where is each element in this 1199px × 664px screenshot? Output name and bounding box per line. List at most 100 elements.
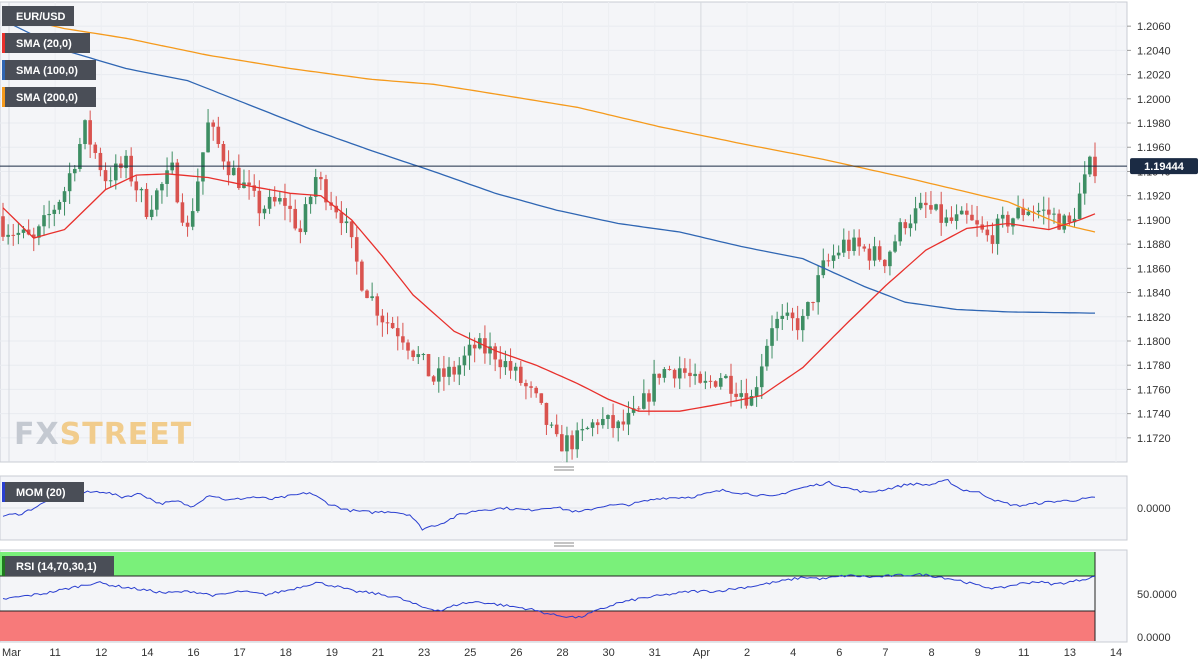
time-tick-label: 26 (510, 647, 522, 659)
price-tick-label: 1.1740 (1137, 409, 1171, 421)
candle-body (98, 152, 103, 171)
candle-body (155, 190, 159, 210)
candle-body (836, 252, 841, 256)
rsi-overbought-zone (0, 552, 1095, 576)
candle-body (642, 393, 646, 409)
candle-body (549, 424, 554, 426)
candle-body (1062, 215, 1067, 230)
legend-mom-label: MOM (20) (16, 487, 66, 499)
candle-body (929, 205, 933, 210)
price-tick-label: 1.1720 (1137, 433, 1171, 445)
candle-body (652, 373, 656, 402)
candle-body (662, 369, 667, 378)
time-tick-label: 8 (928, 647, 934, 659)
legend-sma100-label: SMA (100,0) (16, 65, 78, 77)
candle-body (462, 355, 467, 366)
candle-body (344, 221, 349, 224)
candle-body (93, 144, 98, 153)
legend-sma200[interactable]: SMA (200,0) (2, 87, 96, 107)
candle-body (211, 122, 215, 127)
candle-body (1077, 193, 1082, 219)
panel-resize-handle-2[interactable] (554, 542, 574, 547)
price-tick-label: 1.2000 (1137, 94, 1171, 106)
time-tick-label: 18 (280, 647, 292, 659)
candle-body (206, 122, 210, 153)
candle-body (436, 368, 441, 382)
panel-resize-handle-1[interactable] (554, 466, 574, 471)
candle-body (339, 212, 344, 224)
candle-body (959, 210, 964, 215)
time-tick-label: 19 (326, 647, 338, 659)
candle-body (1026, 211, 1031, 216)
candle-body (57, 201, 62, 210)
candle-body (1067, 215, 1072, 223)
candle-body (519, 366, 523, 383)
candle-body (565, 435, 569, 452)
candle-body (611, 415, 615, 429)
candle-body (872, 246, 877, 261)
candle-body (893, 241, 897, 252)
legend-rsi[interactable]: RSI (14,70,30,1) (2, 556, 114, 576)
candle-body (888, 251, 892, 267)
candle-body (1041, 209, 1046, 211)
time-tick-label: Mar (2, 647, 21, 659)
candle-body (406, 342, 410, 351)
candle-body (467, 344, 472, 356)
time-tick-label: 21 (372, 647, 384, 659)
candle-body (636, 408, 641, 410)
candle-body (303, 204, 308, 233)
candle-body (26, 229, 31, 235)
candle-body (72, 168, 77, 174)
candle-body (401, 336, 405, 343)
time-tick-label: 9 (975, 647, 981, 659)
time-tick-label: 2 (744, 647, 750, 659)
candle-body (606, 415, 610, 419)
candle-body (621, 421, 626, 425)
candle-body (862, 246, 867, 249)
legend-sma100[interactable]: SMA (100,0) (2, 60, 96, 80)
candle-body (765, 345, 769, 367)
candle-body (78, 144, 82, 169)
candle-body (283, 198, 287, 206)
candle-body (1006, 214, 1010, 227)
candle-body (1036, 210, 1041, 213)
candle-body (1021, 207, 1026, 216)
candle-body (508, 361, 513, 371)
candle-body (6, 234, 10, 237)
legend-rsi-label: RSI (14,70,30,1) (16, 561, 97, 573)
candle-body (237, 167, 241, 189)
time-tick-label: 11 (49, 647, 60, 659)
candle-body (970, 214, 974, 221)
candle-body (734, 393, 738, 397)
candle-body (903, 222, 908, 229)
candle-body (683, 368, 687, 373)
candle-body (759, 366, 764, 388)
candle-body (913, 208, 918, 224)
candle-body (534, 387, 538, 394)
candle-body (539, 393, 544, 403)
candle-body (319, 177, 323, 180)
candle-body (995, 218, 1000, 244)
candle-body (985, 229, 990, 236)
candle-body (1016, 207, 1020, 219)
rsi-axis-label-0: 0.0000 (1137, 632, 1171, 644)
candle-body (811, 302, 815, 304)
legend-mom[interactable]: MOM (20) (2, 482, 84, 502)
candle-body (544, 402, 549, 425)
candle-body (411, 350, 415, 358)
candle-body (570, 435, 574, 450)
candle-body (11, 234, 16, 236)
price-tick-label: 1.1760 (1137, 384, 1171, 396)
candle-body (375, 296, 380, 316)
candle-body (939, 204, 943, 223)
candle-body (313, 177, 318, 197)
rsi-oversold-zone (0, 611, 1095, 641)
rsi-axis-label-50: 50.0000 (1137, 589, 1177, 601)
candle-body (196, 181, 200, 212)
candle-body (800, 315, 805, 331)
candle-body (975, 220, 979, 225)
legend-sma20[interactable]: SMA (20,0) (2, 33, 90, 53)
legend-symbol[interactable]: EUR/USD (2, 6, 74, 26)
candle-body (493, 346, 497, 360)
